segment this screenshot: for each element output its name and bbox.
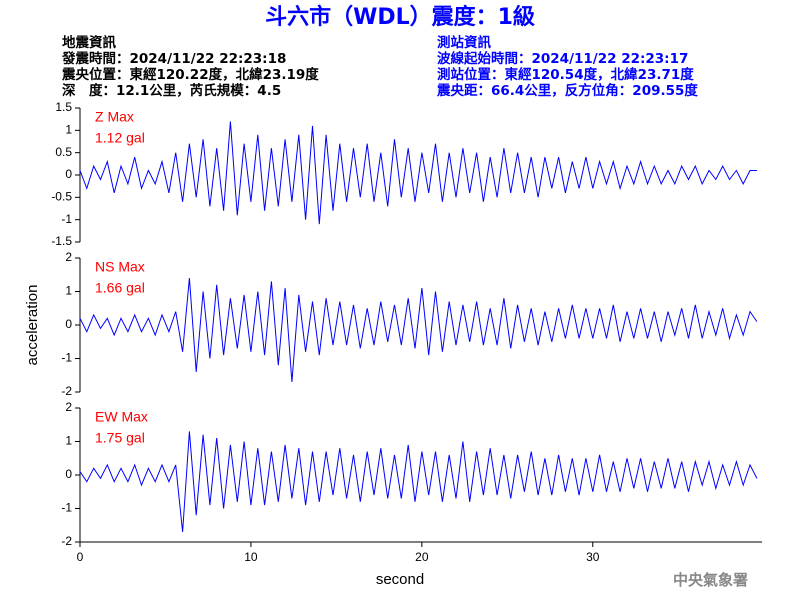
x-tick-label: 30 — [586, 550, 600, 564]
y-axis-label: acceleration — [24, 285, 41, 366]
y-tick-label: 1 — [65, 434, 72, 448]
event-info: 震央位置：東經120.22度，北緯23.19度 — [61, 66, 319, 83]
y-tick-label: -2 — [61, 534, 72, 548]
y-tick-label: 0 — [65, 467, 72, 481]
y-tick-label: 0.5 — [55, 145, 72, 159]
y-tick-label: 0 — [65, 167, 72, 181]
y-tick-label: 0 — [65, 317, 72, 331]
event-info: 地震資訊 — [62, 34, 116, 51]
y-tick-label: 1 — [65, 284, 72, 298]
waveform — [79, 431, 758, 533]
x-axis-label: second — [376, 571, 424, 588]
annotation: 1.66 gal — [95, 280, 145, 296]
station-info: 波線起始時間：2024/11/22 22:23:17 — [437, 50, 688, 67]
y-tick-label: -1 — [61, 501, 72, 515]
annotation: NS Max — [95, 259, 145, 275]
annotation: 1.75 gal — [95, 430, 145, 446]
station-info: 測站位置：東經120.54度，北緯23.71度 — [437, 66, 694, 83]
annotation: Z Max — [95, 109, 134, 125]
annotation: EW Max — [95, 409, 148, 425]
x-tick-label: 10 — [244, 550, 258, 564]
x-tick-label: 20 — [415, 550, 429, 564]
annotation: 1.12 gal — [95, 130, 145, 146]
footer: 中央氣象署 — [673, 571, 748, 589]
y-tick-label: 1.5 — [55, 100, 72, 114]
y-tick-label: 2 — [65, 250, 72, 264]
y-tick-label: 2 — [65, 400, 72, 414]
y-tick-label: -1 — [61, 351, 72, 365]
y-tick-label: 1 — [65, 123, 72, 137]
y-tick-label: -1.5 — [51, 234, 72, 248]
event-info: 發震時間：2024/11/22 22:23:18 — [61, 50, 286, 67]
x-tick-label: 0 — [77, 550, 84, 564]
y-tick-label: -1 — [61, 212, 72, 226]
event-info: 深 度：12.1公里，芮氏規模：4.5 — [62, 82, 281, 99]
station-info: 測站資訊 — [437, 34, 491, 51]
waveform — [79, 121, 757, 225]
y-tick-label: -0.5 — [51, 190, 72, 204]
y-tick-label: -2 — [61, 384, 72, 398]
waveform — [79, 278, 758, 382]
station-info: 震央距：66.4公里，反方位角：209.55度 — [436, 82, 698, 99]
title: 斗六市（WDL）震度：1級 — [265, 4, 535, 30]
